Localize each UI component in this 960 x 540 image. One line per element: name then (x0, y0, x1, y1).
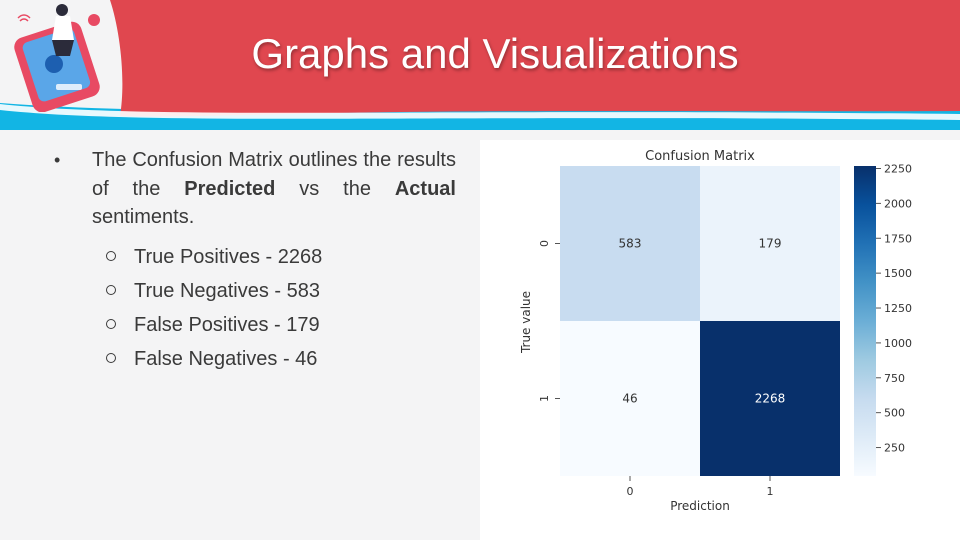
colorbar-tick-label: 1000 (884, 337, 912, 350)
colorbar-tick-label: 2250 (884, 163, 912, 176)
x-tick-label: 1 (767, 485, 774, 498)
colorbar-tick-label: 1500 (884, 267, 912, 280)
confusion-matrix-chart: Confusion Matrix Prediction True value 5… (519, 149, 912, 513)
sub-bullet-text: True Positives - 2268 (134, 245, 323, 268)
cell-value-label: 179 (759, 237, 782, 251)
bullet-bold-predicted: Predicted (184, 177, 276, 200)
colorbar (854, 166, 876, 476)
sub-bullet-text: False Negatives - 46 (134, 347, 318, 370)
colorbar-tick-label: 500 (884, 407, 905, 420)
colorbar-tick-label: 2000 (884, 197, 912, 210)
bullet-dot-icon: • (54, 150, 61, 170)
colorbar-tick-label: 750 (884, 372, 905, 385)
sub-bullet-list: True Positives - 2268 True Negatives - 5… (52, 240, 456, 376)
heatmap-cell (700, 166, 840, 321)
bullet-content: • The Confusion Matrix outlines the resu… (52, 146, 456, 376)
main-bullet-text: The Confusion Matrix outlines the result… (92, 146, 456, 232)
y-tick-label: 0 (538, 240, 551, 247)
heatmap-cell (560, 321, 700, 476)
hollow-circle-icon (106, 284, 116, 295)
bullet-end-text: sentiments. (92, 206, 195, 228)
cell-value-label: 46 (622, 392, 637, 406)
chart-panel: Confusion Matrix Prediction True value 5… (480, 140, 960, 540)
hollow-circle-icon (106, 250, 116, 261)
sub-bullet-item: False Negatives - 46 (52, 342, 456, 376)
sub-bullet-text: True Negatives - 583 (134, 279, 321, 302)
y-tick-label: 1 (538, 395, 551, 402)
sub-bullet-item: False Positives - 179 (52, 308, 456, 342)
hollow-circle-icon (106, 352, 116, 363)
heatmap-cell (700, 321, 840, 476)
chart-title: Confusion Matrix (645, 149, 755, 164)
main-bullet: • The Confusion Matrix outlines the resu… (52, 146, 456, 232)
sub-bullet-item: True Negatives - 583 (52, 274, 456, 308)
cell-value-label: 583 (619, 237, 642, 251)
cell-value-label: 2268 (755, 392, 786, 406)
banner-white-wave (0, 104, 960, 120)
phone-illustration-icon (14, 4, 100, 112)
banner-background (110, 0, 960, 117)
sub-bullet-text: False Positives - 179 (134, 313, 320, 336)
bullet-intro-text: The Confusion Matrix outlines the result… (92, 149, 456, 200)
bullet-bold-actual: Actual (394, 177, 456, 200)
heatmap-cell (560, 166, 700, 321)
chart-xlabel: Prediction (670, 499, 730, 513)
colorbar-tick-label: 1250 (884, 302, 912, 315)
header-banner (0, 0, 960, 130)
colorbar-tick-label: 1750 (884, 232, 912, 245)
colorbar-tick-label: 250 (884, 442, 905, 455)
x-tick-label: 0 (627, 485, 634, 498)
hollow-circle-icon (106, 318, 116, 329)
slide-title: Graphs and Visualizations (251, 30, 739, 77)
chart-ylabel: True value (519, 291, 533, 354)
sub-bullet-item: True Positives - 2268 (52, 240, 456, 274)
bullet-mid-text: vs the (275, 177, 395, 200)
